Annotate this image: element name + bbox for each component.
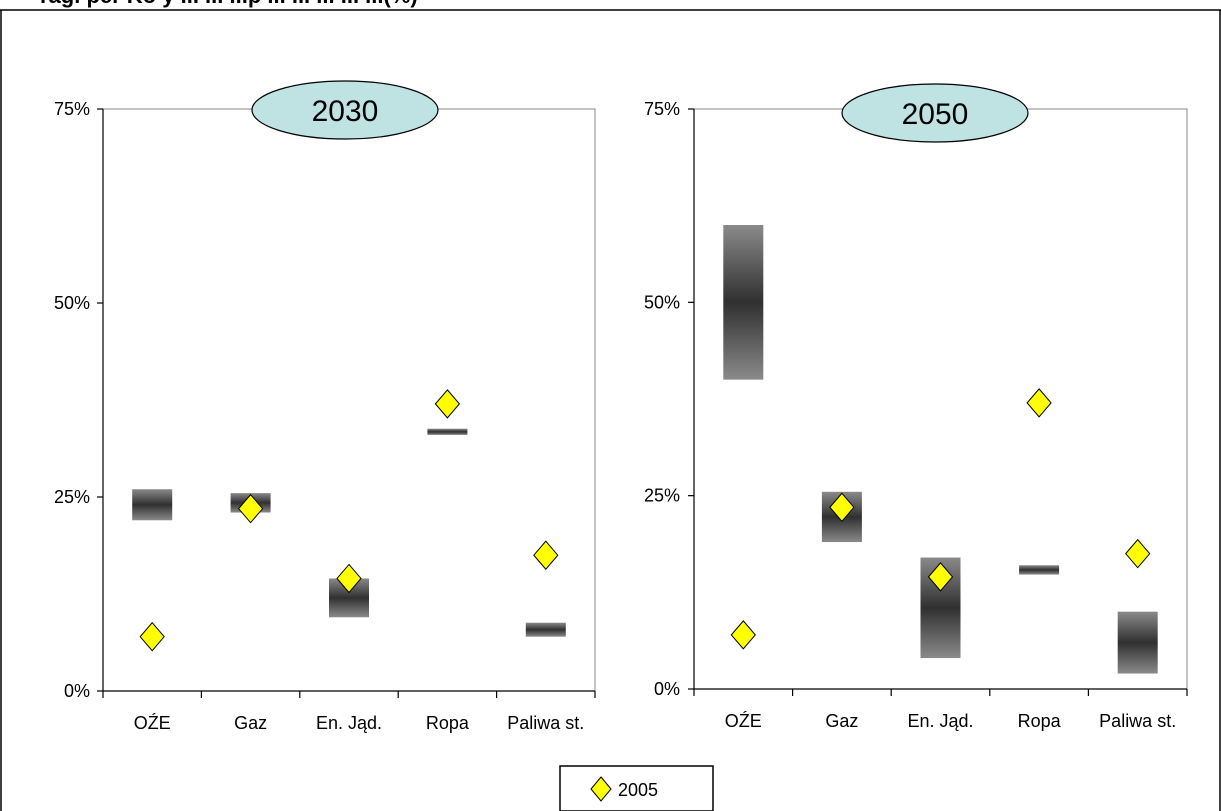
chart-title-badge	[251, 80, 439, 140]
chart-title: 2050	[902, 98, 969, 131]
marker-2005	[237, 493, 264, 524]
x-tick-label: Gaz	[234, 713, 267, 733]
y-tick-label: 50%	[54, 293, 90, 313]
range-bar	[427, 428, 468, 435]
x-tick-label: Gaz	[825, 711, 858, 731]
y-tick-label: 75%	[54, 99, 90, 119]
marker-2005	[533, 540, 559, 570]
marker-2005	[139, 621, 165, 652]
x-tick-label: Paliwa st.	[1099, 711, 1176, 731]
legend-marker-icon	[590, 776, 612, 802]
marker-2005	[927, 562, 954, 592]
x-tick-label: Paliwa st.	[507, 713, 584, 733]
y-tick-label: 0%	[64, 681, 90, 701]
x-tick-label: Ropa	[426, 713, 470, 733]
x-tick-label: Ropa	[1018, 711, 1062, 731]
y-tick-label: 0%	[654, 679, 680, 699]
range-bar	[132, 489, 173, 521]
marker-2005	[1125, 538, 1151, 569]
marker-2005	[829, 492, 855, 523]
legend-box	[559, 765, 714, 811]
legend: 2005	[559, 765, 714, 811]
x-tick-label: En. Jąd.	[907, 711, 973, 731]
marker-2005	[434, 389, 461, 419]
range-bar	[1117, 611, 1158, 674]
y-tick-label: 25%	[644, 486, 680, 506]
chart-title: 2030	[312, 95, 379, 128]
y-tick-label: 25%	[54, 487, 90, 507]
x-tick-label: OŹE	[725, 711, 762, 731]
header-title: ragi per Ko y ... ... ...p ... ... ... .…	[40, 0, 418, 8]
range-bar	[723, 225, 764, 380]
y-tick-label: 75%	[644, 99, 680, 119]
marker-2005	[336, 563, 362, 594]
range-bar	[525, 622, 566, 637]
x-tick-label: En. Jąd.	[316, 713, 382, 733]
chart-2030: 0% 25% 50% 75% OŹE Gaz En. Jąd. Ropa Paliwa st. 2…	[54, 80, 596, 733]
y-tick-label: 50%	[644, 292, 680, 312]
legend-label: 2005	[618, 780, 658, 800]
range-bar	[1019, 565, 1060, 575]
marker-2005	[730, 620, 756, 650]
x-tick-label: OŹE	[134, 713, 171, 733]
chart-2050: 0% 25% 50% 75% OŹE Gaz En. Jąd. Ropa Paliwa st. 2…	[644, 83, 1188, 731]
chart-title-badge	[841, 83, 1029, 143]
marker-2005	[1026, 388, 1052, 418]
